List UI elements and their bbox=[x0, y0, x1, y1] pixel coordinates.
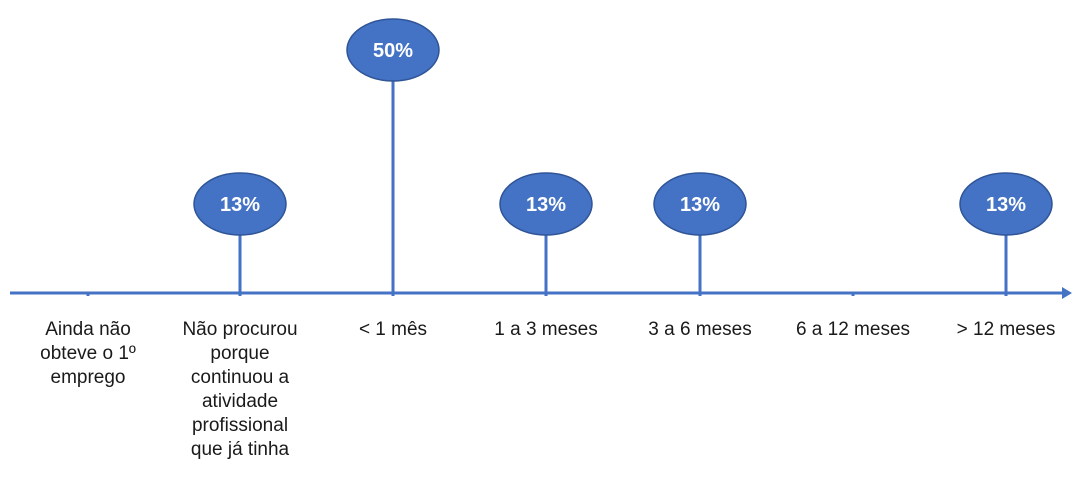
data-label: 13% bbox=[986, 194, 1026, 216]
value-bubble bbox=[499, 172, 593, 236]
category-label: Ainda não obteve o 1º emprego bbox=[40, 319, 136, 388]
category-label: 1 a 3 meses bbox=[494, 319, 598, 340]
value-bubble bbox=[346, 18, 440, 82]
category-label: < 1 mês bbox=[358, 319, 428, 340]
data-label: 13% bbox=[526, 194, 566, 216]
value-bubble bbox=[193, 172, 287, 236]
category-label: 6 a 12 meses bbox=[795, 319, 911, 340]
category-label: 3 a 6 meses bbox=[648, 319, 752, 340]
category-label: > 12 meses bbox=[956, 319, 1056, 340]
value-bubble bbox=[959, 172, 1053, 236]
category-label: Não procurou porque continuou a atividad… bbox=[182, 319, 298, 460]
data-label: 13% bbox=[220, 194, 260, 216]
data-label: 13% bbox=[680, 194, 720, 216]
data-label: 50% bbox=[373, 40, 413, 62]
value-bubble bbox=[653, 172, 747, 236]
x-axis-arrow bbox=[1062, 287, 1072, 299]
